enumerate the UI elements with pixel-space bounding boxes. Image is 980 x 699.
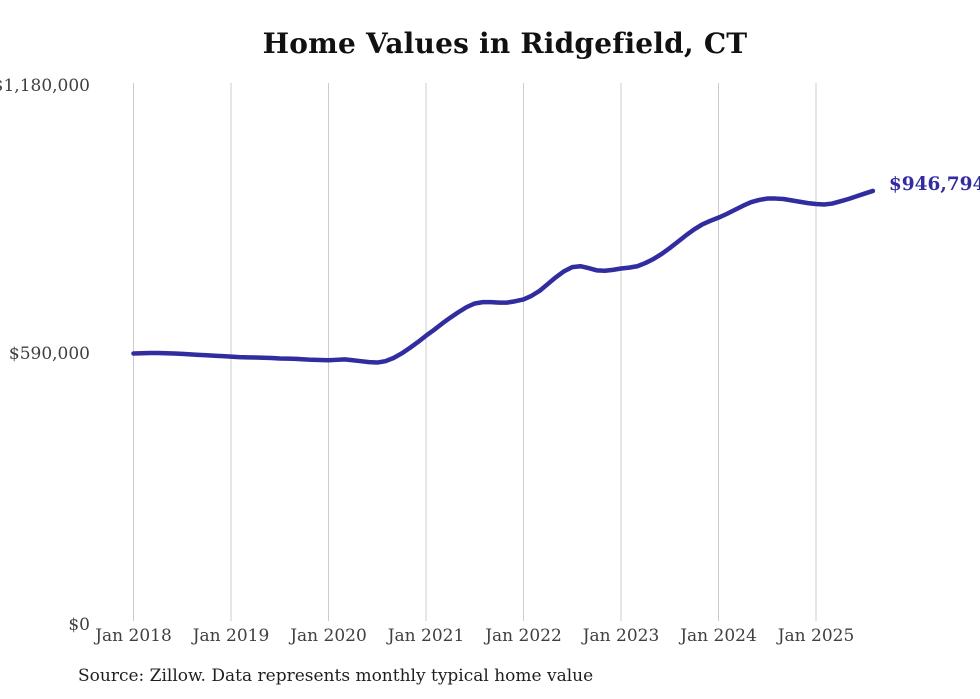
x-axis-tick-label: Jan 2019 bbox=[191, 626, 270, 646]
x-axis-tick-label: Jan 2018 bbox=[93, 626, 172, 646]
y-axis-tick-label: $1,180,000 bbox=[0, 76, 90, 96]
x-axis-tick-label: Jan 2025 bbox=[776, 626, 855, 646]
current-value-label: $946,794 bbox=[889, 174, 980, 195]
y-axis-tick-label: $0 bbox=[68, 615, 90, 635]
x-axis-tick-label: Jan 2024 bbox=[678, 626, 757, 646]
x-axis-tick-label: Jan 2020 bbox=[288, 626, 367, 646]
x-axis-tick-label: Jan 2021 bbox=[386, 626, 465, 646]
x-axis-tick-label: Jan 2022 bbox=[483, 626, 562, 646]
y-axis-tick-label: $590,000 bbox=[9, 344, 90, 364]
line-chart-plot: Jan 2018 Jan 2019 Jan 2020 Jan 2021 Jan 2022… bbox=[0, 76, 980, 646]
chart-title: Home Values in Ridgefield, CT bbox=[262, 27, 748, 60]
source-note: Source: Zillow. Data represents monthly … bbox=[78, 666, 594, 686]
home-value-line-series bbox=[131, 188, 876, 365]
x-axis-tick-label: Jan 2023 bbox=[581, 626, 660, 646]
